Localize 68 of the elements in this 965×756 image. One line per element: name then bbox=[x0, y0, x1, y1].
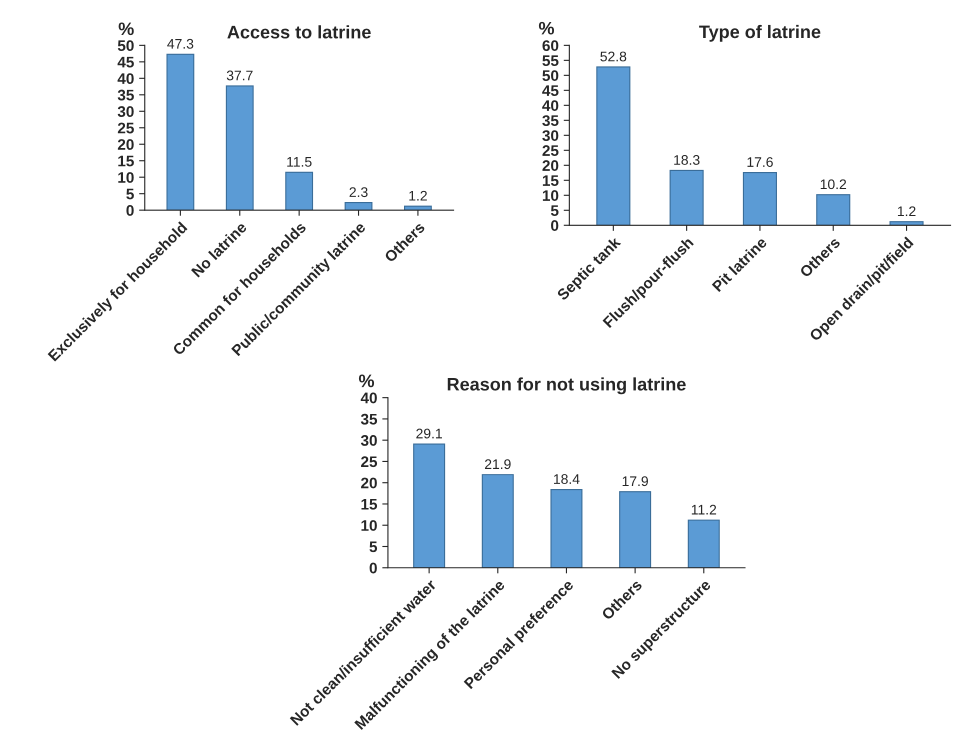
data-label: 10.2 bbox=[820, 179, 846, 190]
y-tick-label: 15 bbox=[542, 175, 559, 186]
y-tick-label: 45 bbox=[542, 85, 559, 96]
data-label: 11.5 bbox=[287, 157, 312, 167]
bar bbox=[166, 54, 194, 210]
y-tick-label: 35 bbox=[542, 115, 559, 126]
y-tick-label: 5 bbox=[550, 205, 559, 216]
y-tick-label: 0 bbox=[370, 562, 377, 574]
bar bbox=[226, 85, 254, 210]
chart-title: Type of latrine bbox=[699, 24, 820, 42]
bar bbox=[688, 520, 720, 568]
y-tick-label: 50 bbox=[542, 70, 558, 82]
y-tick-label: 20 bbox=[118, 139, 134, 150]
y-tick-label: 5 bbox=[369, 542, 378, 552]
y-tick-label: 40 bbox=[542, 100, 558, 112]
y-tick-label: 0 bbox=[551, 220, 558, 231]
bar bbox=[619, 491, 652, 568]
y-tick-label: 40 bbox=[118, 73, 134, 84]
y-tick-label: 0 bbox=[126, 205, 134, 216]
y-axis-title: % bbox=[358, 374, 374, 388]
y-tick-label: 55 bbox=[542, 55, 559, 66]
data-label: 37.7 bbox=[226, 70, 253, 80]
y-tick-label: 5 bbox=[126, 188, 134, 200]
y-tick-label: 35 bbox=[360, 414, 378, 425]
y-tick-label: 30 bbox=[360, 435, 377, 446]
data-label: 1.2 bbox=[409, 190, 427, 201]
data-label: 17.9 bbox=[622, 476, 648, 486]
y-tick-label: 50 bbox=[118, 40, 134, 52]
y-tick-label: 25 bbox=[361, 456, 378, 468]
y-axis-title: % bbox=[118, 22, 134, 36]
data-label: 18.3 bbox=[674, 155, 700, 165]
bar bbox=[670, 170, 704, 226]
bar bbox=[413, 443, 446, 568]
y-tick-label: 10 bbox=[542, 190, 558, 201]
data-label: 2.3 bbox=[350, 187, 368, 198]
data-label: 52.8 bbox=[600, 52, 626, 62]
y-tick-label: 15 bbox=[118, 156, 134, 166]
data-label: 21.9 bbox=[484, 459, 511, 470]
y-tick-label: 60 bbox=[542, 40, 558, 52]
data-label: 17.6 bbox=[747, 157, 773, 167]
y-tick-label: 45 bbox=[118, 56, 134, 68]
chart-title: Access to latrine bbox=[227, 25, 371, 38]
bar bbox=[344, 202, 372, 210]
bar bbox=[550, 488, 582, 568]
data-label: 29.1 bbox=[416, 428, 442, 438]
chart-title: Reason for not using latrine bbox=[448, 377, 686, 394]
y-tick-label: 10 bbox=[361, 520, 377, 531]
y-tick-label: 30 bbox=[118, 106, 134, 117]
data-label: 47.3 bbox=[167, 38, 194, 49]
bar bbox=[816, 194, 850, 226]
y-tick-label: 20 bbox=[542, 160, 558, 171]
y-tick-label: 20 bbox=[361, 478, 377, 488]
y-tick-label: 15 bbox=[361, 498, 378, 510]
y-tick-label: 10 bbox=[118, 172, 134, 183]
data-label: 18.4 bbox=[554, 474, 580, 484]
y-axis-title: % bbox=[538, 22, 554, 35]
bar bbox=[742, 172, 777, 226]
y-tick-label: 25 bbox=[118, 122, 134, 134]
data-label: 11.2 bbox=[692, 504, 716, 514]
bar bbox=[596, 66, 630, 226]
y-tick-label: 30 bbox=[542, 130, 558, 142]
bar bbox=[482, 474, 514, 568]
bar bbox=[404, 206, 432, 210]
data-label: 1.2 bbox=[898, 206, 916, 216]
y-tick-label: 40 bbox=[360, 392, 377, 404]
bar bbox=[285, 172, 314, 210]
y-tick-label: 35 bbox=[118, 90, 134, 101]
y-tick-label: 25 bbox=[542, 145, 559, 156]
